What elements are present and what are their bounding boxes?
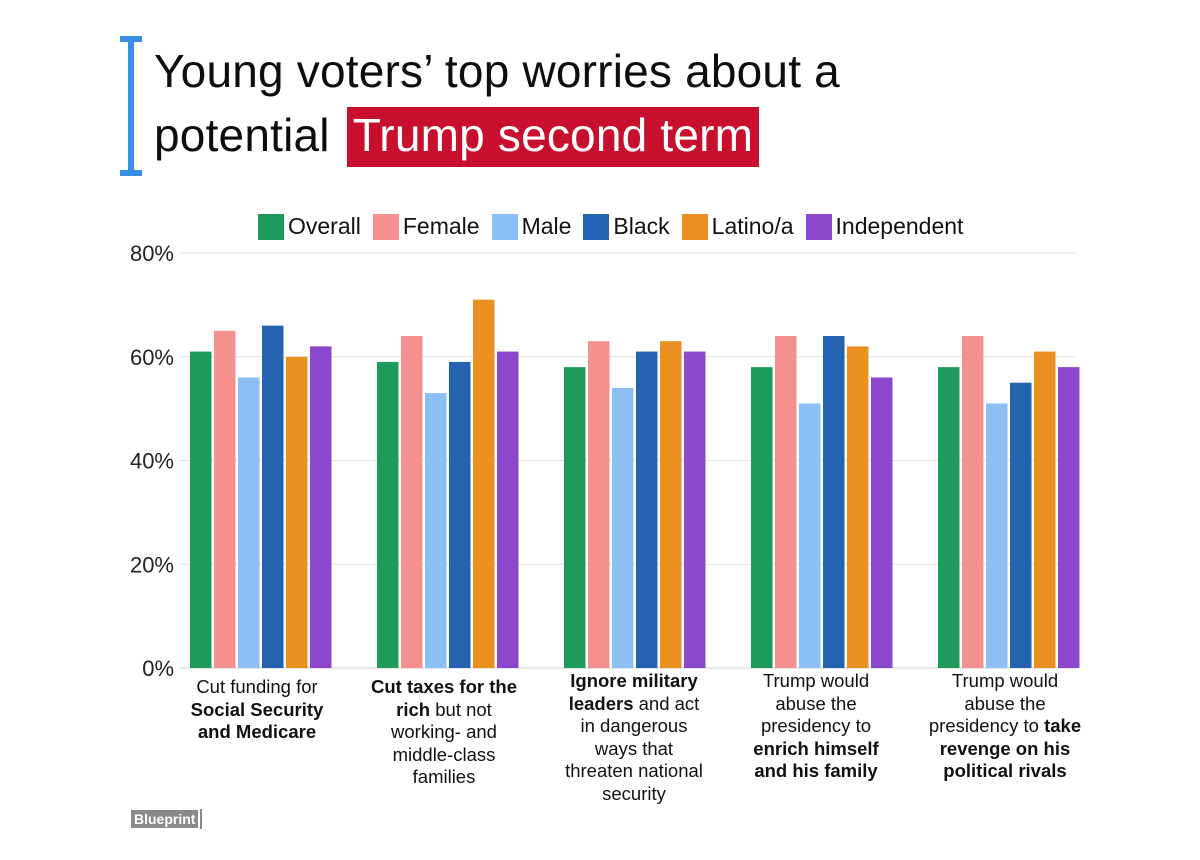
legend-swatch [805,213,832,240]
bar-latino-a-2 [473,299,495,668]
bar-male-5 [986,403,1008,668]
legend-item-latino-a: Latino/a [681,213,794,240]
bar-black-5 [1010,382,1032,668]
x-tick-label: Trump would abuse the presidency to enrich … [753,670,879,781]
title-bracket-icon [120,36,142,176]
legend-swatch [258,213,284,240]
bar-black-2 [449,361,471,668]
chart-title-line-2: potential Trump second term [154,107,760,167]
bar-latino-a-4 [847,346,869,668]
legend-item-independent: Independent [805,213,964,240]
bar-overall-4 [751,367,773,668]
bar-female-2 [401,336,423,668]
bar-female-5 [962,336,984,668]
chart-title-highlight: Trump second term [346,107,760,167]
x-tick-label: Cut funding for Social Security and Medica… [190,676,324,742]
legend-item-overall: Overall [258,213,361,240]
legend-label: Independent [835,213,964,239]
chart-title-prefix: potential [154,109,330,161]
bar-overall-5 [938,367,960,668]
bar-female-3 [588,341,610,668]
y-tick-label: 80% [130,241,174,266]
x-tick-label: Ignore military leaders and act in dangero… [565,670,703,804]
bar-overall-1 [190,351,212,668]
bar-latino-a-1 [286,356,308,668]
bar-independent-5 [1058,367,1080,668]
bar-independent-2 [497,351,519,668]
legend-swatch [372,213,399,240]
blueprint-logo: Blueprint [131,809,203,829]
chart-title-line-1: Young voters’ top worries about a [154,45,840,97]
logo-text: Blueprint [131,810,199,828]
y-tick-label: 60% [130,345,174,370]
y-tick-label: 0% [142,656,174,681]
bar-overall-3 [564,367,586,668]
legend-swatch [681,213,708,240]
x-tick-label: Trump would abuse the presidency to take re… [928,670,1082,781]
bar-male-2 [425,393,447,668]
bar-female-4 [775,336,797,668]
bar-male-1 [238,377,260,668]
bar-male-3 [612,387,634,668]
y-tick-label: 20% [130,552,174,577]
legend-label: Female [402,213,480,239]
bar-latino-a-3 [660,341,682,668]
legend-item-black: Black [583,213,670,240]
bar-overall-2 [377,361,399,668]
bar-black-1 [262,325,284,668]
bar-independent-4 [871,377,893,668]
logo-bar-icon [200,809,203,829]
bar-independent-1 [310,346,332,668]
bar-black-4 [823,336,845,668]
bar-male-4 [799,403,821,668]
legend-label: Male [521,213,572,239]
legend: Overall Female Male Black Latino/a Independen… [258,213,963,240]
bar-independent-3 [684,351,706,668]
bar-black-3 [636,351,658,668]
legend-label: Latino/a [711,213,794,239]
y-tick-label: 40% [130,449,174,474]
legend-item-male: Male [491,213,572,240]
legend-item-female: Female [372,213,480,240]
x-tick-label: Cut taxes for the rich but not working- an… [371,676,517,787]
bar-female-1 [214,330,236,668]
legend-swatch [583,213,610,240]
legend-label: Overall [288,213,361,239]
legend-swatch [491,213,518,240]
legend-label: Black [613,213,670,239]
bar-latino-a-5 [1034,351,1056,668]
